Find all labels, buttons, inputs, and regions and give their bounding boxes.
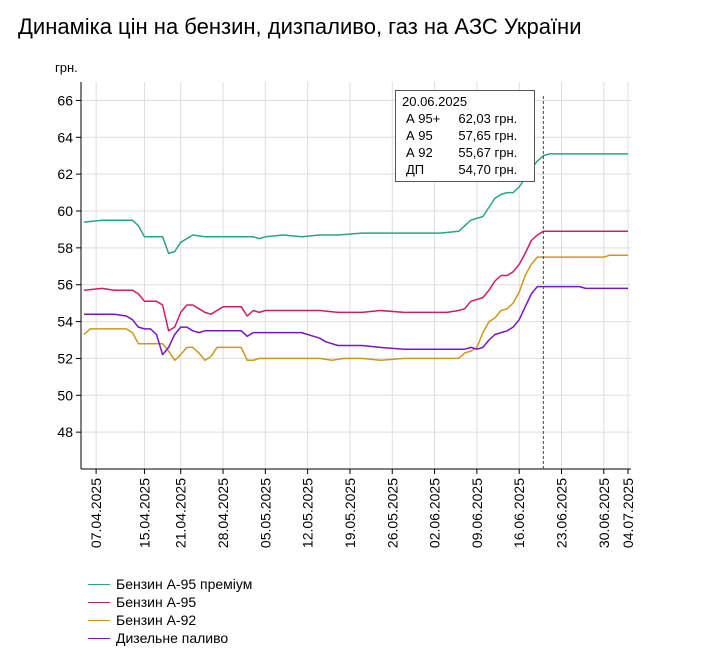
tooltip-row: А 92 55,67 грн. xyxy=(400,144,517,161)
legend: Бензин А-95 преміум Бензин А-95 Бензин А… xyxy=(88,575,252,647)
y-tick-label: 50 xyxy=(57,387,73,403)
series-line-1 xyxy=(83,230,628,332)
y-tick-label: 64 xyxy=(57,129,73,145)
x-tick-label: 15.04.2025 xyxy=(136,478,152,548)
legend-item-a95-premium[interactable]: Бензин А-95 преміум xyxy=(88,575,252,593)
series-line-3 xyxy=(84,285,628,356)
y-tick-label: 54 xyxy=(57,314,73,330)
legend-label: Дизельне паливо xyxy=(116,630,229,646)
y-tick-label: 66 xyxy=(57,92,73,108)
tooltip-row: ДП 54,70 грн. xyxy=(400,161,517,178)
tooltip-value: 55,67 грн. xyxy=(458,145,518,160)
legend-item-diesel[interactable]: Дизельне паливо xyxy=(88,629,252,647)
y-tick-label: 60 xyxy=(57,203,73,219)
tooltip-label: А 92 xyxy=(406,145,433,160)
y-tick-label: 58 xyxy=(57,240,73,256)
tooltip-row: А 95 57,65 грн. xyxy=(400,127,517,144)
hover-tooltip: 20.06.2025 А 95+ 62,03 грн. А 95 57,65 грн… xyxy=(395,90,535,182)
y-axis-label: грн. xyxy=(55,60,78,75)
tooltip-date: 20.06.2025 xyxy=(402,94,468,109)
x-tick-label: 23.06.2025 xyxy=(553,478,569,548)
legend-swatch xyxy=(88,601,110,603)
legend-swatch xyxy=(88,583,110,585)
series-line-0 xyxy=(83,153,628,255)
y-tick-label: 52 xyxy=(57,350,73,366)
tooltip-label: ДП xyxy=(406,162,425,177)
tooltip-label: А 95+ xyxy=(406,111,441,126)
legend-swatch xyxy=(88,619,110,621)
x-tick-label: 04.07.2025 xyxy=(620,478,636,548)
chart-title: Динаміка цін на бензин, дизпаливо, газ н… xyxy=(18,14,582,39)
y-tick-label: 56 xyxy=(57,277,73,293)
x-tick-label: 12.05.2025 xyxy=(300,478,316,548)
x-tick-label: 05.05.2025 xyxy=(257,478,273,548)
legend-label: Бензин А-95 преміум xyxy=(116,576,253,592)
x-tick-label: 02.06.2025 xyxy=(427,478,443,548)
tooltip-table: А 95+ 62,03 грн. А 95 57,65 грн. А 92 55,67… xyxy=(400,110,517,178)
y-tick-label: 62 xyxy=(57,166,73,182)
tooltip-label: А 95 xyxy=(406,128,433,143)
tooltip-value: 54,70 грн. xyxy=(458,162,518,177)
x-tick-label: 09.06.2025 xyxy=(469,478,485,548)
series-line-2 xyxy=(83,254,628,362)
x-tick-label: 26.05.2025 xyxy=(384,478,400,548)
legend-label: Бензин А-95 xyxy=(116,594,197,610)
legend-item-a92[interactable]: Бензин А-92 xyxy=(88,611,252,629)
tooltip-value: 57,65 грн. xyxy=(458,128,518,143)
tooltip-value: 62,03 грн. xyxy=(458,111,518,126)
tooltip-row: А 95+ 62,03 грн. xyxy=(400,110,517,127)
x-tick-label: 28.04.2025 xyxy=(215,478,231,548)
legend-label: Бензин А-92 xyxy=(116,612,197,628)
x-tick-label: 16.06.2025 xyxy=(511,478,527,548)
y-tick-label: 48 xyxy=(57,424,73,440)
x-tick-label: 07.04.2025 xyxy=(88,478,104,548)
x-tick-label: 21.04.2025 xyxy=(173,478,189,548)
x-tick-label: 30.06.2025 xyxy=(596,478,612,548)
x-tick-label: 19.05.2025 xyxy=(342,478,358,548)
legend-item-a95[interactable]: Бензин А-95 xyxy=(88,593,252,611)
legend-swatch xyxy=(88,637,110,639)
